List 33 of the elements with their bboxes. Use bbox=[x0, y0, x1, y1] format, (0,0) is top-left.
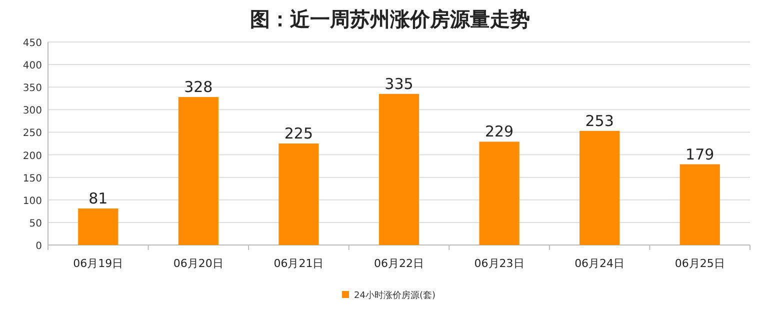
x-tick-label: 06月24日 bbox=[574, 257, 625, 270]
data-label: 328 bbox=[184, 78, 213, 96]
data-label: 81 bbox=[88, 189, 108, 208]
y-tick-label: 200 bbox=[22, 150, 42, 162]
bar bbox=[680, 164, 720, 245]
y-tick-label: 450 bbox=[22, 38, 42, 49]
y-tick-label: 350 bbox=[22, 83, 42, 94]
chart-title: 图：近一周苏州涨价房源量走势 bbox=[250, 7, 530, 31]
y-tick-label: 250 bbox=[22, 128, 42, 140]
data-label: 335 bbox=[384, 74, 414, 93]
x-tick-label: 06月25日 bbox=[674, 257, 725, 270]
bar bbox=[378, 94, 420, 245]
x-tick-label: 06月20日 bbox=[173, 257, 224, 270]
y-tick-label: 300 bbox=[22, 106, 42, 117]
x-tick-label: 06月23日 bbox=[474, 257, 524, 270]
data-label: 229 bbox=[484, 122, 514, 141]
bar bbox=[580, 130, 620, 245]
x-tick-label: 06月19日 bbox=[73, 257, 124, 270]
data-label: 253 bbox=[585, 112, 614, 130]
bar bbox=[278, 144, 319, 245]
bar bbox=[178, 97, 218, 245]
bar bbox=[78, 208, 118, 245]
y-tick-label: 0 bbox=[36, 241, 42, 252]
x-tick-label: 06月21日 bbox=[274, 257, 324, 270]
y-tick-label: 100 bbox=[22, 196, 42, 207]
y-tick-label: 150 bbox=[22, 173, 42, 184]
y-tick-label: 400 bbox=[22, 60, 42, 72]
data-label: 225 bbox=[284, 124, 314, 142]
data-label: 179 bbox=[686, 145, 714, 164]
legend-label: 24小时涨价房源(套) bbox=[354, 290, 436, 301]
y-tick-label: 50 bbox=[29, 218, 42, 230]
bar bbox=[479, 142, 520, 245]
x-tick-label: 06月22日 bbox=[374, 257, 424, 270]
